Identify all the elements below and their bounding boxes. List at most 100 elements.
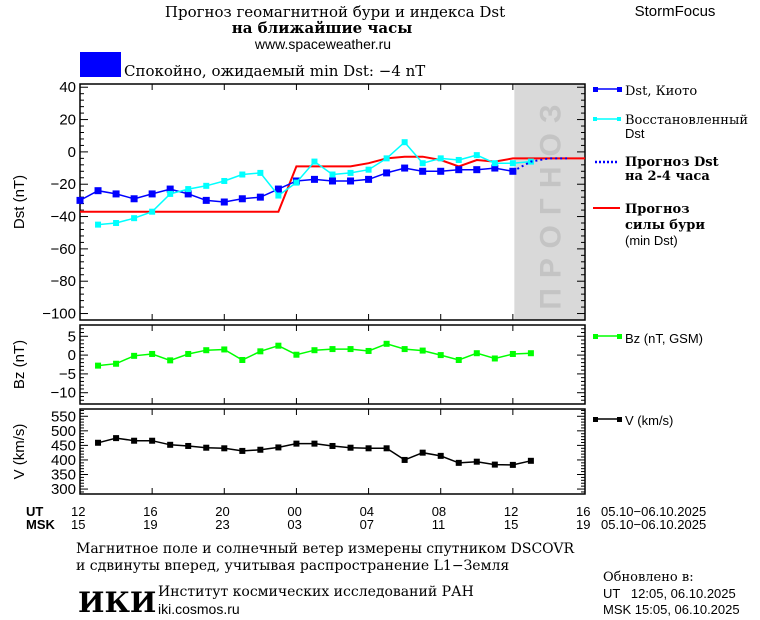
y-tick-label: −80 bbox=[51, 273, 76, 290]
bz-series-0-point bbox=[149, 350, 156, 357]
legend-dst-marker bbox=[593, 87, 598, 92]
y-tick-label: 300 bbox=[51, 481, 76, 498]
y-tick-label: 0 bbox=[68, 144, 76, 161]
bz-series-0-point bbox=[203, 347, 210, 354]
dst-series-0-point bbox=[383, 169, 391, 177]
dst-series-1-point bbox=[293, 179, 300, 186]
msk-label: MSK bbox=[26, 517, 56, 532]
dst-series-0-point bbox=[310, 175, 318, 183]
dst-series-1-point bbox=[311, 158, 318, 165]
title-line-1: Прогноз геомагнитной бури и индекса Dst bbox=[165, 3, 505, 21]
bz-series-0-point bbox=[113, 360, 120, 367]
y-tick-label: 0 bbox=[68, 347, 76, 364]
iki-logo: ИКИ bbox=[78, 586, 156, 619]
bz-series-0-point bbox=[419, 347, 426, 354]
legend-storm-label-2: силы бури bbox=[625, 218, 705, 233]
footer-note-line-2: и сдвинуты вперед, учитывая распростране… bbox=[76, 558, 509, 574]
ut-tick-label: 08 bbox=[432, 504, 446, 519]
updated-msk: MSK 15:05, 06.10.2025 bbox=[603, 602, 740, 617]
msk-tick-label: 19 bbox=[143, 517, 157, 532]
y-tick-label: 40 bbox=[59, 79, 76, 96]
legend-storm-label-1: Прогноз bbox=[625, 202, 690, 217]
msk-tick-label: 11 bbox=[432, 517, 446, 532]
bz-series-0-point bbox=[167, 357, 174, 364]
v-series-0-point bbox=[365, 445, 372, 452]
y-axis-label: Bz (nT) bbox=[11, 340, 28, 389]
bz-series-0-point bbox=[257, 348, 264, 355]
updated-ut: UT 12:05, 06.10.2025 bbox=[603, 586, 736, 601]
bz-series-0-point bbox=[185, 350, 192, 357]
msk-date-range: 05.10−06.10.2025 bbox=[601, 517, 706, 532]
v-series-0-point bbox=[275, 444, 282, 451]
dst-panel: ПРОГНОЗ 40 20 0 −20 −40 −60 −80 −100 Dst (nT) bbox=[11, 79, 586, 323]
ut-tick-label: 16 bbox=[576, 504, 590, 519]
dst-series-1-point bbox=[149, 208, 156, 215]
v-series-0-point bbox=[185, 442, 192, 449]
v-axes-box bbox=[79, 408, 586, 495]
bz-series-0-point bbox=[473, 350, 480, 357]
v-series-0-point bbox=[131, 437, 138, 444]
v-series-0-point bbox=[527, 457, 534, 464]
dst-series-0-point bbox=[419, 167, 427, 175]
y-tick-label: 450 bbox=[51, 437, 76, 454]
y-tick-label: −100 bbox=[42, 306, 76, 323]
dst-series-1-point bbox=[185, 186, 192, 193]
legend: Dst, Киото Восстановленный Dst Прогноз D… bbox=[593, 84, 748, 428]
title-line-2: на ближайшие часы bbox=[232, 19, 413, 37]
v-series-0-point bbox=[95, 439, 102, 446]
v-series-0-point bbox=[257, 446, 264, 453]
y-tick-label: −20 bbox=[51, 176, 76, 193]
dst-series-1-point bbox=[401, 139, 408, 146]
dst-series-1-point bbox=[131, 215, 138, 222]
bz-series-0-point bbox=[401, 346, 408, 353]
dst-series-1-point bbox=[329, 171, 336, 178]
institute-name: Институт космических исследований РАН bbox=[158, 584, 474, 600]
dst-series-0-point bbox=[148, 190, 156, 198]
bz-series-0-point bbox=[329, 346, 336, 353]
v-series-0-point bbox=[419, 449, 426, 456]
y-tick-label: −40 bbox=[51, 209, 76, 226]
v-series-0-point bbox=[221, 445, 228, 452]
updated-label: Обновлено в: bbox=[603, 570, 694, 585]
dst-series-0-point bbox=[401, 164, 409, 172]
institute-site[interactable]: iki.cosmos.ru bbox=[158, 601, 240, 617]
v-series-0-point bbox=[239, 447, 246, 454]
dst-series-1-point bbox=[113, 220, 120, 227]
dst-series-1-point bbox=[257, 169, 264, 176]
v-series-0-point bbox=[347, 444, 354, 451]
legend-bz-marker bbox=[593, 334, 598, 339]
dst-series-1-point bbox=[221, 177, 228, 184]
legend-reconstructed-marker bbox=[593, 117, 597, 121]
legend-v-label: V (km/s) bbox=[625, 413, 673, 428]
dst-series-0-point bbox=[202, 196, 210, 204]
v-series-0-point bbox=[203, 444, 210, 451]
dst-series-0-point bbox=[274, 185, 282, 193]
dst-series-0-point bbox=[329, 177, 336, 185]
bz-series-0-point bbox=[275, 342, 282, 349]
v-series-0-point bbox=[329, 442, 336, 449]
y-tick-label: 5 bbox=[68, 328, 76, 345]
dst-series-1-point bbox=[95, 221, 102, 228]
v-series-0-point bbox=[167, 441, 174, 448]
dst-series-0-point bbox=[166, 185, 174, 193]
y-axis-label: Dst (nT) bbox=[11, 175, 28, 229]
bz-panel: 5 0 −5 −10 Bz (nT) bbox=[11, 324, 586, 405]
dst-forecast-line bbox=[512, 157, 567, 173]
dst-series-1-point bbox=[383, 155, 390, 162]
bz-series-0-point bbox=[221, 346, 228, 353]
bz-series-0-point bbox=[131, 352, 138, 359]
dst-series-0-point bbox=[94, 187, 102, 195]
msk-tick-label: 15 bbox=[504, 517, 518, 532]
legend-dst-marker bbox=[617, 87, 622, 92]
legend-bz-label: Bz (nT, GSM) bbox=[625, 331, 703, 346]
legend-v-marker bbox=[617, 417, 622, 422]
dst-series-1-point bbox=[347, 169, 354, 176]
dst-series-0-point bbox=[491, 164, 499, 172]
legend-dst-label: Dst, Киото bbox=[625, 84, 697, 99]
status-text: Спокойно, ожидаемый min Dst: −4 nT bbox=[124, 62, 425, 80]
legend-bz-marker bbox=[617, 334, 622, 339]
bz-series-0-point bbox=[293, 351, 300, 358]
bz-series-0-point bbox=[239, 356, 246, 363]
dst-series-1-point bbox=[509, 160, 516, 167]
v-series-0-point bbox=[311, 440, 318, 447]
